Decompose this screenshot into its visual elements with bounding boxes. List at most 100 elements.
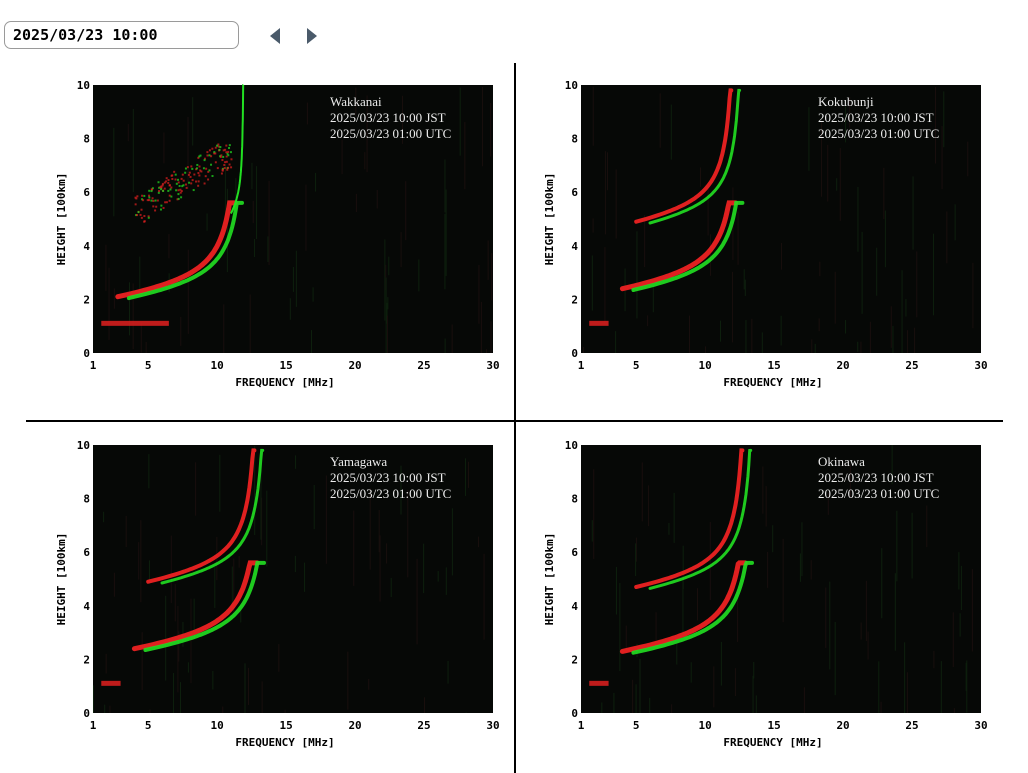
datetime-input[interactable] xyxy=(4,21,239,49)
y-tick-label: 8 xyxy=(83,133,90,146)
x-tick-label: 20 xyxy=(836,719,849,732)
x-tick-label: 15 xyxy=(767,359,780,372)
f1-o-trace xyxy=(619,200,738,292)
y-tick-label: 8 xyxy=(571,493,578,506)
x-tick-label: 30 xyxy=(486,719,499,732)
y-axis-label: HEIGHT [100km] xyxy=(55,173,68,266)
x-tick-label: 20 xyxy=(348,359,361,372)
f2-x-trace xyxy=(648,88,742,225)
f1-x-trace xyxy=(631,200,745,292)
x-tick-label: 20 xyxy=(836,359,849,372)
y-tick-label: 2 xyxy=(571,653,578,666)
x-tick-label: 25 xyxy=(417,719,430,732)
x-tick-label: 25 xyxy=(417,359,430,372)
y-tick-label: 8 xyxy=(83,493,90,506)
y-axis-label: HEIGHT [100km] xyxy=(55,533,68,626)
ionogram-panel-kokubunji: 1 5 10 15 20 25 30 0 2 4 6 8 10 FREQUENCY [MHz] HEIGHT… xyxy=(528,79,988,410)
x-tick-label: 10 xyxy=(699,359,712,372)
y-tick-label: 0 xyxy=(571,347,578,360)
y-tick-label: 0 xyxy=(571,707,578,720)
plot-background xyxy=(581,445,981,713)
station-jst-time: 2025/03/23 10:00 JST xyxy=(330,470,446,485)
x-tick-label: 10 xyxy=(211,359,224,372)
f1-x-trace xyxy=(126,200,244,301)
e-layer-trace xyxy=(101,320,169,326)
y-tick-label: 0 xyxy=(83,347,90,360)
y-tick-label: 10 xyxy=(565,79,578,92)
f2-x-trace xyxy=(648,448,753,590)
x-tick-label: 15 xyxy=(279,719,292,732)
x-tick-label: 1 xyxy=(90,359,97,372)
x-tick-label: 1 xyxy=(578,359,585,372)
x-tick-label: 5 xyxy=(145,719,152,732)
station-jst-time: 2025/03/23 10:00 JST xyxy=(330,110,446,125)
y-tick-label: 6 xyxy=(83,546,90,559)
x-tick-label: 30 xyxy=(974,359,987,372)
y-tick-label: 6 xyxy=(83,186,90,199)
x-tick-label: 15 xyxy=(767,719,780,732)
y-tick-label: 4 xyxy=(571,240,578,253)
e-layer-trace xyxy=(589,320,609,326)
noise-layer xyxy=(105,87,493,353)
f2-o-trace xyxy=(146,448,257,584)
x-tick-label: 5 xyxy=(633,359,640,372)
y-tick-label: 6 xyxy=(571,186,578,199)
f1-o-trace xyxy=(115,200,238,300)
ionogram-panel-yamagawa: 1 5 10 15 20 25 30 0 2 4 6 8 10 FREQUENCY [MHz] HEIGHT… xyxy=(40,439,500,770)
panel-divider-vertical xyxy=(514,63,516,773)
x-tick-label: 25 xyxy=(905,719,918,732)
x-tick-label: 5 xyxy=(633,719,640,732)
noise-layer xyxy=(591,445,973,713)
y-tick-label: 8 xyxy=(571,133,578,146)
station-utc-time: 2025/03/23 01:00 UTC xyxy=(330,486,451,501)
x-axis-label: FREQUENCY [MHz] xyxy=(723,736,822,749)
station-utc-time: 2025/03/23 01:00 UTC xyxy=(818,486,939,501)
f1-o-trace xyxy=(131,560,260,652)
f2-x-trace xyxy=(160,448,265,585)
f2-x-trace xyxy=(229,84,245,215)
x-tick-label: 30 xyxy=(974,719,987,732)
caret-left-icon xyxy=(270,28,280,44)
y-tick-label: 10 xyxy=(565,439,578,452)
station-utc-time: 2025/03/23 01:00 UTC xyxy=(818,126,939,141)
y-tick-label: 0 xyxy=(83,707,90,720)
f2-o-trace xyxy=(634,448,745,589)
y-axis-label: HEIGHT [100km] xyxy=(543,173,556,266)
ionogram-panel-okinawa: 1 5 10 15 20 25 30 0 2 4 6 8 10 FREQUENCY [MHz] HEIGHT… xyxy=(528,439,988,770)
y-tick-label: 4 xyxy=(83,600,90,613)
caret-right-icon xyxy=(307,28,317,44)
station-name: Okinawa xyxy=(818,454,865,469)
spread-f-cloud xyxy=(134,143,233,223)
x-axis-label: FREQUENCY [MHz] xyxy=(235,736,334,749)
panel-divider-horizontal xyxy=(26,420,1003,422)
x-axis-label: FREQUENCY [MHz] xyxy=(235,376,334,389)
x-tick-label: 25 xyxy=(905,359,918,372)
ionogram-panel-wakkanai: 1 5 10 15 20 25 30 0 2 4 6 8 10 FREQUENCY [MHz] HEIGHT… xyxy=(40,79,500,410)
station-utc-time: 2025/03/23 01:00 UTC xyxy=(330,126,451,141)
x-tick-label: 1 xyxy=(90,719,97,732)
y-tick-label: 4 xyxy=(571,600,578,613)
f1-x-trace xyxy=(143,560,266,652)
y-tick-label: 6 xyxy=(571,546,578,559)
y-axis-label: HEIGHT [100km] xyxy=(543,533,556,626)
x-tick-label: 10 xyxy=(211,719,224,732)
x-tick-label: 20 xyxy=(348,719,361,732)
y-tick-label: 10 xyxy=(77,439,90,452)
y-tick-label: 2 xyxy=(571,293,578,306)
station-jst-time: 2025/03/23 10:00 JST xyxy=(818,110,934,125)
f1-o-trace xyxy=(619,560,748,654)
station-name: Kokubunji xyxy=(818,94,874,109)
f1-x-trace xyxy=(631,560,754,655)
previous-button[interactable] xyxy=(267,26,285,46)
x-tick-label: 5 xyxy=(145,359,152,372)
station-name: Yamagawa xyxy=(330,454,387,469)
x-axis-label: FREQUENCY [MHz] xyxy=(723,376,822,389)
e-layer-trace xyxy=(101,680,121,686)
next-button[interactable] xyxy=(302,26,320,46)
y-tick-label: 10 xyxy=(77,79,90,92)
y-tick-label: 2 xyxy=(83,653,90,666)
